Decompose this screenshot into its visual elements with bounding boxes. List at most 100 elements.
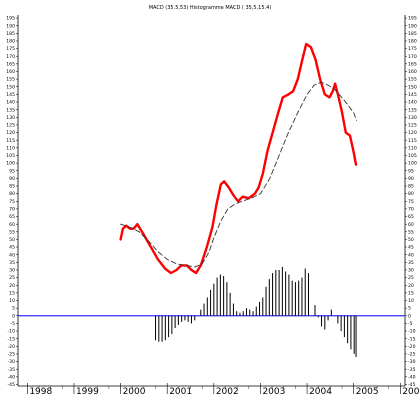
y-tick-label-right: -45	[408, 382, 416, 388]
y-tick-label-right: 100	[408, 161, 417, 167]
y-tick-label-right: 30	[408, 268, 414, 274]
y-tick-label-left: 135	[6, 107, 15, 113]
y-tick-label-right: 140	[408, 100, 417, 106]
y-tick-label-right: 170	[408, 54, 417, 60]
y-tick-label-right: 115	[408, 138, 417, 144]
y-tick-label-left: 90	[9, 176, 15, 182]
y-tick-label-right: 195	[408, 16, 417, 22]
y-tick-label-left: -30	[7, 359, 15, 365]
y-tick-label-right: 130	[408, 115, 417, 121]
y-tick-label-left: -40	[7, 374, 15, 380]
y-tick-label-left: -5	[10, 321, 15, 327]
y-tick-label-right: 105	[408, 153, 417, 159]
y-tick-label-left: 115	[6, 138, 15, 144]
y-tick-label-right: 45	[408, 245, 414, 251]
y-tick-label-right: 55	[408, 229, 414, 235]
y-tick-label-right: -10	[408, 329, 416, 335]
y-tick-label-left: 95	[9, 168, 15, 174]
y-tick-label-right: 95	[408, 168, 414, 174]
y-tick-label-right: 15	[408, 290, 414, 296]
y-tick-label-left: -20	[7, 344, 15, 350]
y-tick-label-right: 190	[408, 23, 417, 29]
y-tick-label-left: 110	[6, 145, 15, 151]
x-tick-label: 1999	[76, 387, 99, 397]
x-tick-label: 2000	[123, 387, 146, 397]
y-tick-label-right: 110	[408, 145, 417, 151]
signal-line	[120, 81, 357, 268]
y-tick-label-left: 190	[6, 23, 15, 29]
y-tick-label-left: 30	[9, 268, 15, 274]
y-tick-label-left: 145	[6, 92, 15, 98]
y-tick-label-left: 125	[6, 123, 15, 129]
y-tick-label-right: -35	[408, 367, 416, 373]
y-tick-label-left: 155	[6, 77, 15, 83]
y-tick-label-left: 20	[9, 283, 15, 289]
y-tick-label-left: 185	[6, 31, 15, 37]
chart-marks	[18, 42, 405, 357]
y-tick-label-right: 160	[408, 69, 417, 75]
y-tick-label-left: 65	[9, 214, 15, 220]
y-tick-label-right: 60	[408, 222, 414, 228]
y-tick-label-right: 120	[408, 130, 417, 136]
y-tick-label-right: 75	[408, 199, 414, 205]
x-tick-label: 2004	[309, 387, 332, 397]
x-tick-label: 2006	[402, 387, 420, 397]
y-tick-label-left: -10	[7, 329, 15, 335]
y-tick-label-right: 180	[408, 39, 417, 45]
y-tick-label-right: 145	[408, 92, 417, 98]
y-tick-label-left: 15	[9, 290, 15, 296]
y-tick-label-left: 5	[12, 306, 15, 312]
y-tick-label-right: -20	[408, 344, 416, 350]
y-tick-label-left: 35	[9, 260, 15, 266]
y-tick-label-right: 85	[408, 184, 414, 190]
y-tick-label-left: 105	[6, 153, 15, 159]
y-tick-label-left: 140	[6, 100, 15, 106]
x-tick-label: 2005	[356, 387, 379, 397]
y-tick-label-left: 195	[6, 16, 15, 22]
chart-title: MACD (35.5,53) Histogramme MACD ( 35,5,1…	[149, 5, 272, 11]
y-tick-label-right: 70	[408, 206, 414, 212]
y-tick-label-left: 175	[6, 46, 15, 52]
macd-line	[119, 42, 358, 275]
y-tick-label-left: 0	[12, 313, 15, 319]
y-tick-label-left: 60	[9, 222, 15, 228]
y-tick-label-right: 150	[408, 84, 417, 90]
y-tick-label-left: 25	[9, 275, 15, 281]
y-tick-label-left: 75	[9, 199, 15, 205]
x-tick-label: 2003	[262, 387, 285, 397]
y-tick-label-left: -45	[7, 382, 15, 388]
y-tick-label-right: 10	[408, 298, 414, 304]
y-tick-label-right: 65	[408, 214, 414, 220]
y-tick-label-right: -25	[408, 352, 416, 358]
y-tick-label-right: 175	[408, 46, 417, 52]
y-tick-label-right: 25	[408, 275, 414, 281]
y-tick-label-right: 20	[408, 283, 414, 289]
y-tick-label-left: 120	[6, 130, 15, 136]
y-tick-label-left: -15	[7, 336, 15, 342]
y-tick-label-left: -35	[7, 367, 15, 373]
x-tick-label: 2002	[216, 387, 239, 397]
y-tick-label-left: 100	[6, 161, 15, 167]
y-tick-label-right: 35	[408, 260, 414, 266]
y-tick-label-left: 150	[6, 84, 15, 90]
y-tick-label-left: 85	[9, 184, 15, 190]
y-tick-label-right: 0	[408, 313, 411, 319]
y-tick-label-right: 135	[408, 107, 417, 113]
y-tick-label-left: 10	[9, 298, 15, 304]
y-tick-label-right: -40	[408, 374, 416, 380]
y-tick-label-left: 130	[6, 115, 15, 121]
y-tick-label-right: 90	[408, 176, 414, 182]
y-tick-label-left: 70	[9, 206, 15, 212]
y-tick-label-right: -5	[408, 321, 413, 327]
y-tick-label-left: 180	[6, 39, 15, 45]
y-tick-label-right: -30	[408, 359, 416, 365]
y-tick-label-right: 80	[408, 191, 414, 197]
y-tick-label-left: 160	[6, 69, 15, 75]
y-tick-label-left: 50	[9, 237, 15, 243]
y-tick-label-right: 165	[408, 61, 417, 67]
y-tick-label-right: 50	[408, 237, 414, 243]
y-tick-label-right: 125	[408, 123, 417, 129]
